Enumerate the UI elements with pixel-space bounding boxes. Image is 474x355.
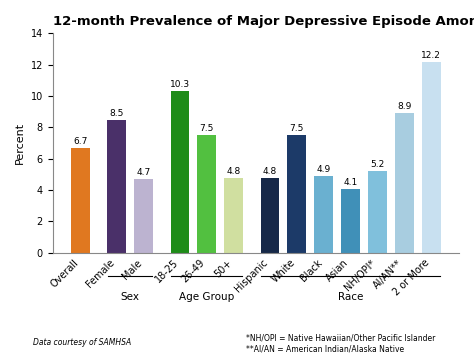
Text: 8.5: 8.5 — [109, 109, 124, 118]
Text: 12-month Prevalence of Major Depressive Episode Among U.S. Adults (2015): 12-month Prevalence of Major Depressive … — [53, 15, 474, 28]
Text: 12.2: 12.2 — [421, 51, 441, 60]
Text: 4.7: 4.7 — [137, 168, 151, 177]
Text: Race: Race — [338, 292, 363, 302]
Text: 8.9: 8.9 — [397, 102, 411, 111]
Bar — [108, 120, 126, 253]
Text: 7.5: 7.5 — [200, 124, 214, 133]
Text: 4.9: 4.9 — [317, 165, 331, 174]
Bar — [341, 189, 360, 253]
Text: 5.2: 5.2 — [370, 160, 384, 169]
Bar — [261, 178, 279, 253]
Bar — [71, 148, 90, 253]
Text: Data courtesy of SAMHSA: Data courtesy of SAMHSA — [33, 338, 131, 347]
Text: 7.5: 7.5 — [290, 124, 304, 133]
Text: Age Group: Age Group — [179, 292, 235, 302]
Bar — [422, 61, 440, 253]
Text: 4.8: 4.8 — [227, 166, 241, 176]
Bar — [171, 91, 189, 253]
Text: 4.8: 4.8 — [263, 166, 277, 176]
Text: Sex: Sex — [121, 292, 140, 302]
Bar — [368, 171, 387, 253]
Bar — [134, 179, 153, 253]
Text: 4.1: 4.1 — [343, 178, 358, 187]
Y-axis label: Percent: Percent — [15, 122, 25, 164]
Text: 6.7: 6.7 — [73, 137, 88, 146]
Bar — [224, 178, 243, 253]
Bar — [314, 176, 333, 253]
Bar — [197, 135, 216, 253]
Bar — [395, 113, 414, 253]
Text: *NH/OPI = Native Hawaiian/Other Pacific Islander
**AI/AN = American Indian/Alask: *NH/OPI = Native Hawaiian/Other Pacific … — [246, 334, 436, 353]
Bar — [287, 135, 306, 253]
Text: 10.3: 10.3 — [170, 81, 190, 89]
